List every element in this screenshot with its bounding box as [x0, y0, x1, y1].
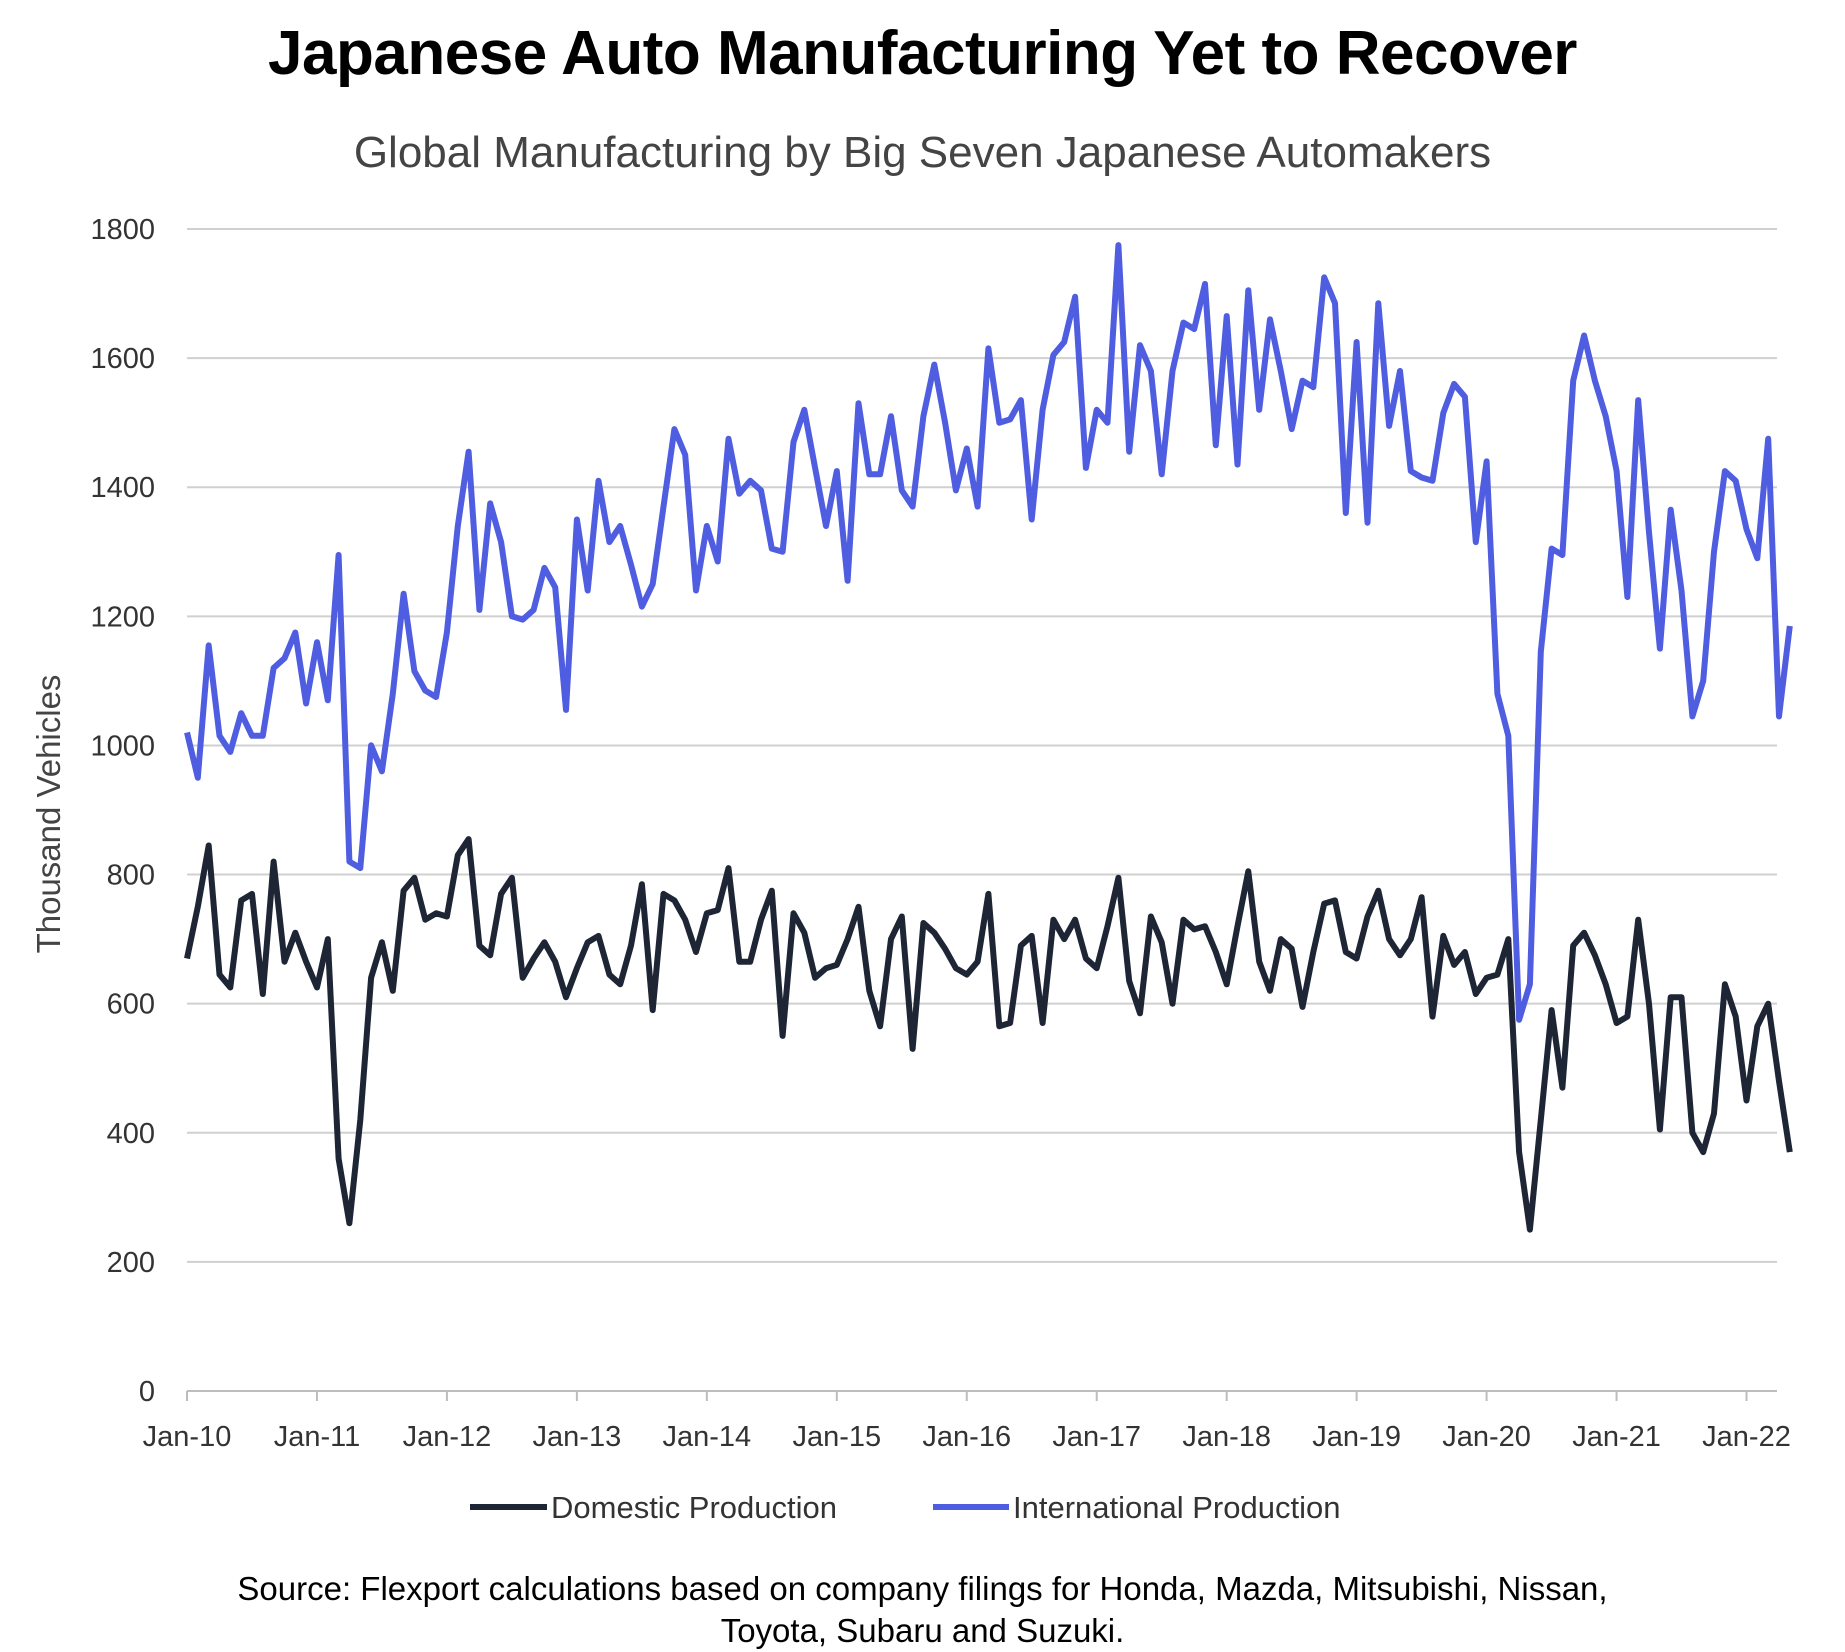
source-line-1: Source: Flexport calculations based on c…	[237, 1570, 1608, 1607]
chart-subtitle: Global Manufacturing by Big Seven Japane…	[353, 128, 1492, 177]
y-tick-label: 0	[139, 1376, 155, 1408]
series-line-domestic	[184, 836, 1793, 1233]
y-tick-label: 800	[107, 860, 155, 892]
y-tick-label: 600	[107, 989, 155, 1021]
legend-label-international: International Production	[1013, 1490, 1340, 1525]
x-tick-label: Jan-19	[1312, 1421, 1401, 1453]
source-note: Source: Flexport calculations based on c…	[0, 1568, 1845, 1652]
x-tick-label: Jan-12	[403, 1421, 492, 1453]
y-tick-label: 1600	[90, 343, 155, 375]
x-tick-label: Jan-22	[1702, 1421, 1791, 1453]
series-lines	[184, 242, 1793, 1233]
y-axis-ticks: 0 200 400 600 800 1000 1200 1400 1600 1800	[90, 214, 155, 1408]
y-axis-label: Thousand Vehicles	[30, 675, 67, 954]
y-tick-label: 1800	[90, 214, 155, 246]
x-tick-label: Jan-14	[663, 1421, 752, 1453]
chart-title: Japanese Auto Manufacturing Yet to Recov…	[268, 19, 1577, 88]
y-tick-label: 1400	[90, 472, 155, 504]
x-tick-label: Jan-18	[1182, 1421, 1271, 1453]
x-tick-label: Jan-17	[1052, 1421, 1141, 1453]
legend: Domestic Production International Produc…	[470, 1490, 1340, 1525]
source-line-2: Toyota, Subaru and Suzuki.	[720, 1612, 1125, 1649]
x-tick-label: Jan-10	[143, 1421, 232, 1453]
y-tick-label: 200	[107, 1247, 155, 1279]
legend-label-domestic: Domestic Production	[551, 1490, 837, 1525]
y-tick-label: 1000	[90, 730, 155, 762]
x-tick-label: Jan-11	[274, 1421, 361, 1453]
x-tick-label: Jan-13	[533, 1421, 622, 1453]
x-tick-label: Jan-20	[1442, 1421, 1531, 1453]
x-tick-label: Jan-16	[922, 1421, 1011, 1453]
series-line-international	[184, 242, 1793, 1023]
x-tick-label: Jan-21	[1572, 1421, 1661, 1453]
y-tick-label: 400	[107, 1118, 155, 1150]
x-tick-label: Jan-15	[792, 1421, 881, 1453]
y-tick-label: 1200	[90, 601, 155, 633]
x-axis: Jan-10 Jan-11 Jan-12 Jan-13 Jan-14 Jan-15 Jan-…	[143, 1390, 1791, 1453]
